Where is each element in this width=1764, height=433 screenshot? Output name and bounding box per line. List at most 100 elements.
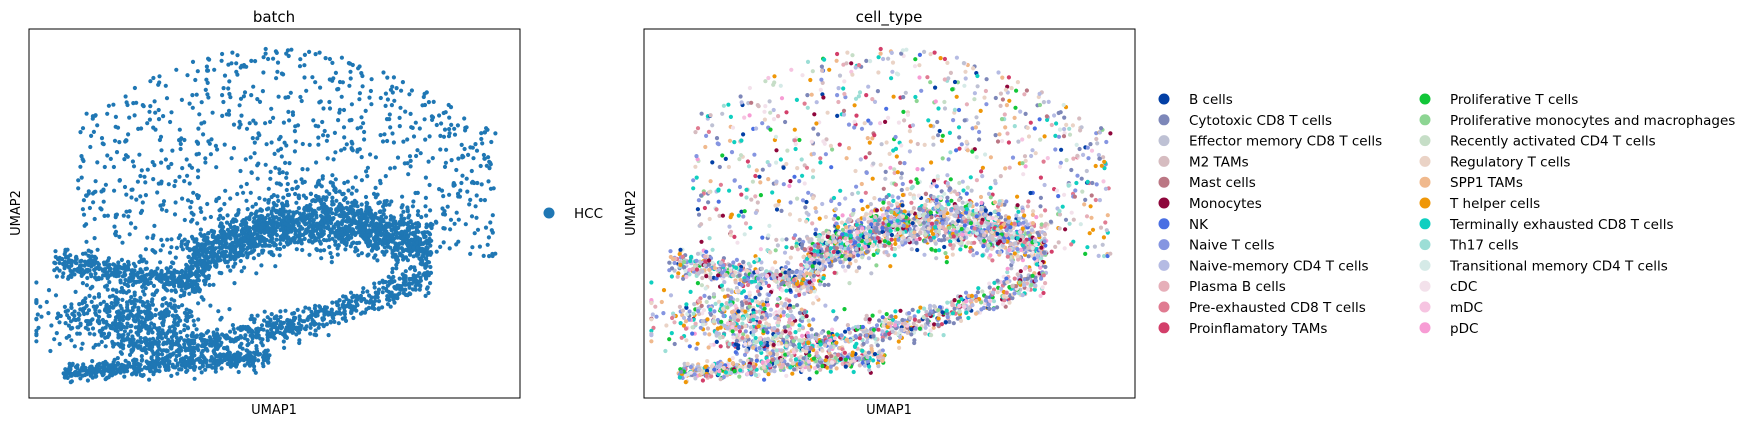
batch-point [383,91,388,96]
batch-point [282,345,287,350]
batch-point [342,309,347,314]
batch-point [63,247,68,252]
cell-type-point [878,46,883,52]
batch-point [456,156,461,161]
batch-point [88,364,93,369]
batch-point [113,229,119,234]
batch-point [158,260,163,265]
batch-point [193,247,199,252]
batch-point [442,209,447,214]
batch-point [354,293,359,298]
batch-point [376,307,381,312]
batch-point [137,313,142,318]
batch-point [97,309,102,314]
batch-point [150,297,155,302]
batch-point [323,56,328,61]
batch-point [327,214,332,219]
batch-point [184,157,189,162]
batch-point [202,234,207,239]
batch-point [347,118,352,123]
batch-point [160,243,165,248]
batch-point [182,345,187,350]
batch-point [412,268,418,273]
batch-point [229,225,234,230]
batch-point [163,157,168,162]
cell-type-point [762,109,767,114]
cell-type-point [948,177,953,182]
batch-point [341,107,347,113]
batch-point [228,95,233,100]
batch-point [336,234,341,239]
batch-point [438,133,443,138]
cell-type-point [956,107,962,113]
batch-point [269,106,274,111]
batch-point [90,326,96,331]
batch-point [201,270,206,275]
cell-type-point [694,154,699,159]
batch-point [388,125,393,130]
batch-point [357,226,362,231]
batch-point [401,209,406,214]
batch-point [364,220,369,225]
batch-point [199,100,204,105]
batch-point [210,110,215,115]
batch-point [261,55,266,60]
cell-type-point [915,141,920,147]
batch-point [241,243,247,248]
batch-point [256,327,261,332]
batch-point [146,302,151,307]
batch-point [395,235,400,240]
batch-point [106,313,111,319]
batch-point [405,234,410,239]
cell-type-point [704,133,709,138]
batch-point [298,326,303,331]
batch-point [413,190,418,196]
batch-point [127,278,132,283]
batch-point [131,164,137,169]
batch-point [253,211,258,217]
batch-point [214,165,219,170]
cell-type-point [846,146,852,151]
batch-point [285,203,290,208]
cell-type-point [850,191,855,197]
cell-type-point [770,190,775,195]
batch-point [361,286,366,291]
cell-type-point [691,178,696,183]
cell-type-point [1052,113,1057,118]
batch-point [365,174,370,179]
cell-type-point [908,139,913,144]
batch-point [206,231,211,236]
batch-point [321,133,326,138]
batch-point [257,133,262,138]
batch-point [297,317,302,322]
batch-point [228,246,233,251]
batch-point [186,277,191,282]
batch-point [374,230,380,235]
cell-type-point [771,107,776,113]
cell-type-point [827,67,832,72]
batch-point [293,315,298,321]
batch-point [191,190,196,195]
batch-point [210,252,215,257]
batch-point [142,346,147,351]
batch-point [182,217,187,223]
batch-point [234,61,239,66]
batch-point [151,372,156,377]
batch-point [251,84,256,89]
batch-point [311,118,316,123]
cell-type-point [1067,132,1073,137]
batch-point [266,56,271,62]
batch-point [475,180,480,186]
batch-point [423,175,428,180]
batch-point [129,295,134,300]
batch-point [242,336,247,341]
batch-point [321,316,326,321]
batch-point [278,314,283,320]
cell-type-point [863,155,868,160]
batch-point [361,121,366,126]
batch-point [414,228,420,233]
batch-point [114,302,119,307]
batch-point [180,247,185,252]
batch-point [383,174,388,179]
batch-point [463,128,468,133]
